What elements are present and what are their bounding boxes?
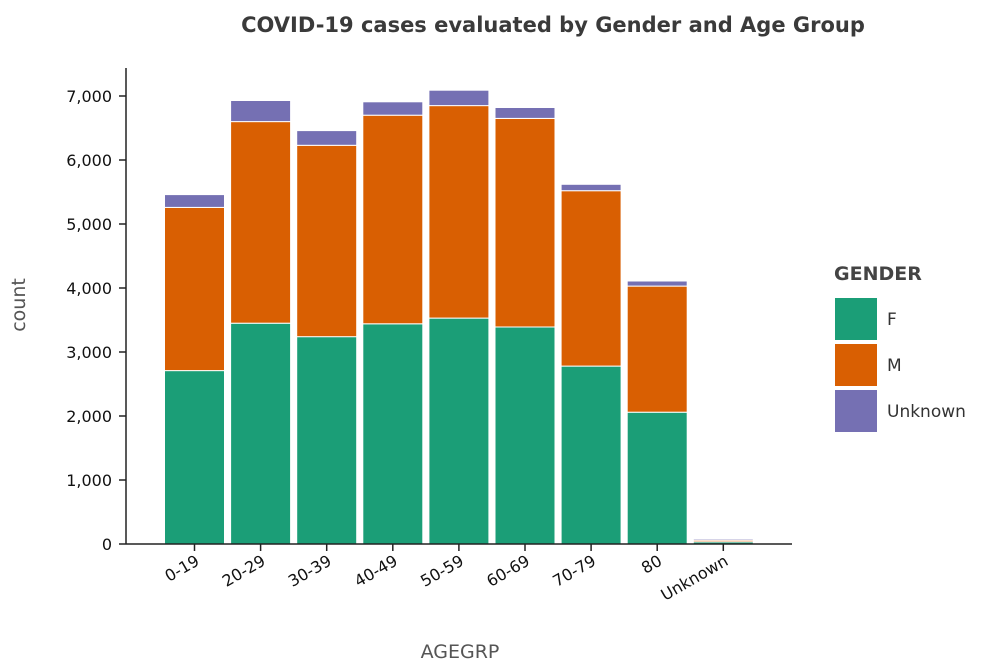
x-tick-label: 70-79 [549, 551, 599, 591]
legend-label-unknown: Unknown [887, 402, 966, 422]
bar-70-79-m [560, 190, 622, 367]
bar-30-39-unknown [296, 130, 358, 146]
bar-0-19-unknown [164, 194, 225, 208]
y-tick-label: 5,000 [66, 215, 112, 234]
y-tick-label: 0 [102, 535, 112, 554]
bar-60-69-f [494, 326, 556, 545]
bars-group [164, 89, 754, 545]
legend-swatch-unknown [835, 390, 877, 432]
bar-50-59-f [428, 317, 490, 545]
bar-30-39-f [296, 336, 358, 545]
x-tick-label: 20-29 [219, 551, 269, 591]
y-tick-label: 6,000 [66, 151, 112, 170]
y-tick-label: 3,000 [66, 343, 112, 362]
bar-30-39-m [296, 144, 358, 338]
bar-unknown-unknown [692, 538, 754, 541]
bar-50-59-unknown [428, 89, 490, 107]
bar-0-19-f [164, 370, 225, 545]
x-tick-label: 30-39 [285, 551, 335, 591]
x-axis-title: AGEGRP [421, 641, 500, 663]
bar-0-19-m [164, 206, 225, 372]
x-tick-label: 60-69 [483, 551, 533, 591]
x-axis: 0-19 20-29 30-39 40-49 50-59 60-69 70-79 80Unkn… [126, 543, 792, 605]
bar-70-79-f [560, 365, 622, 545]
legend: GENDER F M Unknown [834, 263, 966, 432]
x-tick-label: 40-49 [351, 551, 401, 591]
x-tick-label: 80 [638, 551, 665, 578]
bar-40-49-unknown [362, 101, 424, 116]
bar-50-59-m [428, 105, 490, 319]
x-tick-label: 0-19 [162, 551, 203, 586]
y-tick-label: 1,000 [66, 471, 112, 490]
bar-80-f [626, 411, 688, 545]
bar-20-29-m [230, 121, 292, 324]
y-axis-title: count [8, 278, 30, 332]
y-tick-label: 4,000 [66, 279, 112, 298]
bar-80-m [626, 285, 688, 413]
x-tick-label: 50-59 [417, 551, 467, 591]
bar-20-29-f [230, 322, 292, 545]
y-tick-label: 2,000 [66, 407, 112, 426]
chart-title: COVID-19 cases evaluated by Gender and A… [241, 13, 865, 37]
bar-80-unknown [626, 280, 688, 287]
legend-label-m: M [887, 356, 902, 376]
bar-60-69-m [494, 117, 556, 328]
bar-60-69-unknown [494, 107, 556, 119]
x-tick-label: Unknown [657, 551, 731, 605]
bar-20-29-unknown [230, 100, 292, 123]
y-tick-label: 7,000 [66, 87, 112, 106]
bar-40-49-f [362, 323, 424, 545]
legend-label-f: F [887, 310, 897, 330]
legend-swatch-f [835, 298, 877, 340]
bar-70-79-unknown [560, 183, 622, 192]
bar-40-49-m [362, 114, 424, 325]
legend-swatch-m [835, 344, 877, 386]
y-axis: 0 1,000 2,000 3,000 4,000 5,000 6,000 7,000 [66, 68, 127, 554]
legend-title: GENDER [834, 263, 922, 285]
